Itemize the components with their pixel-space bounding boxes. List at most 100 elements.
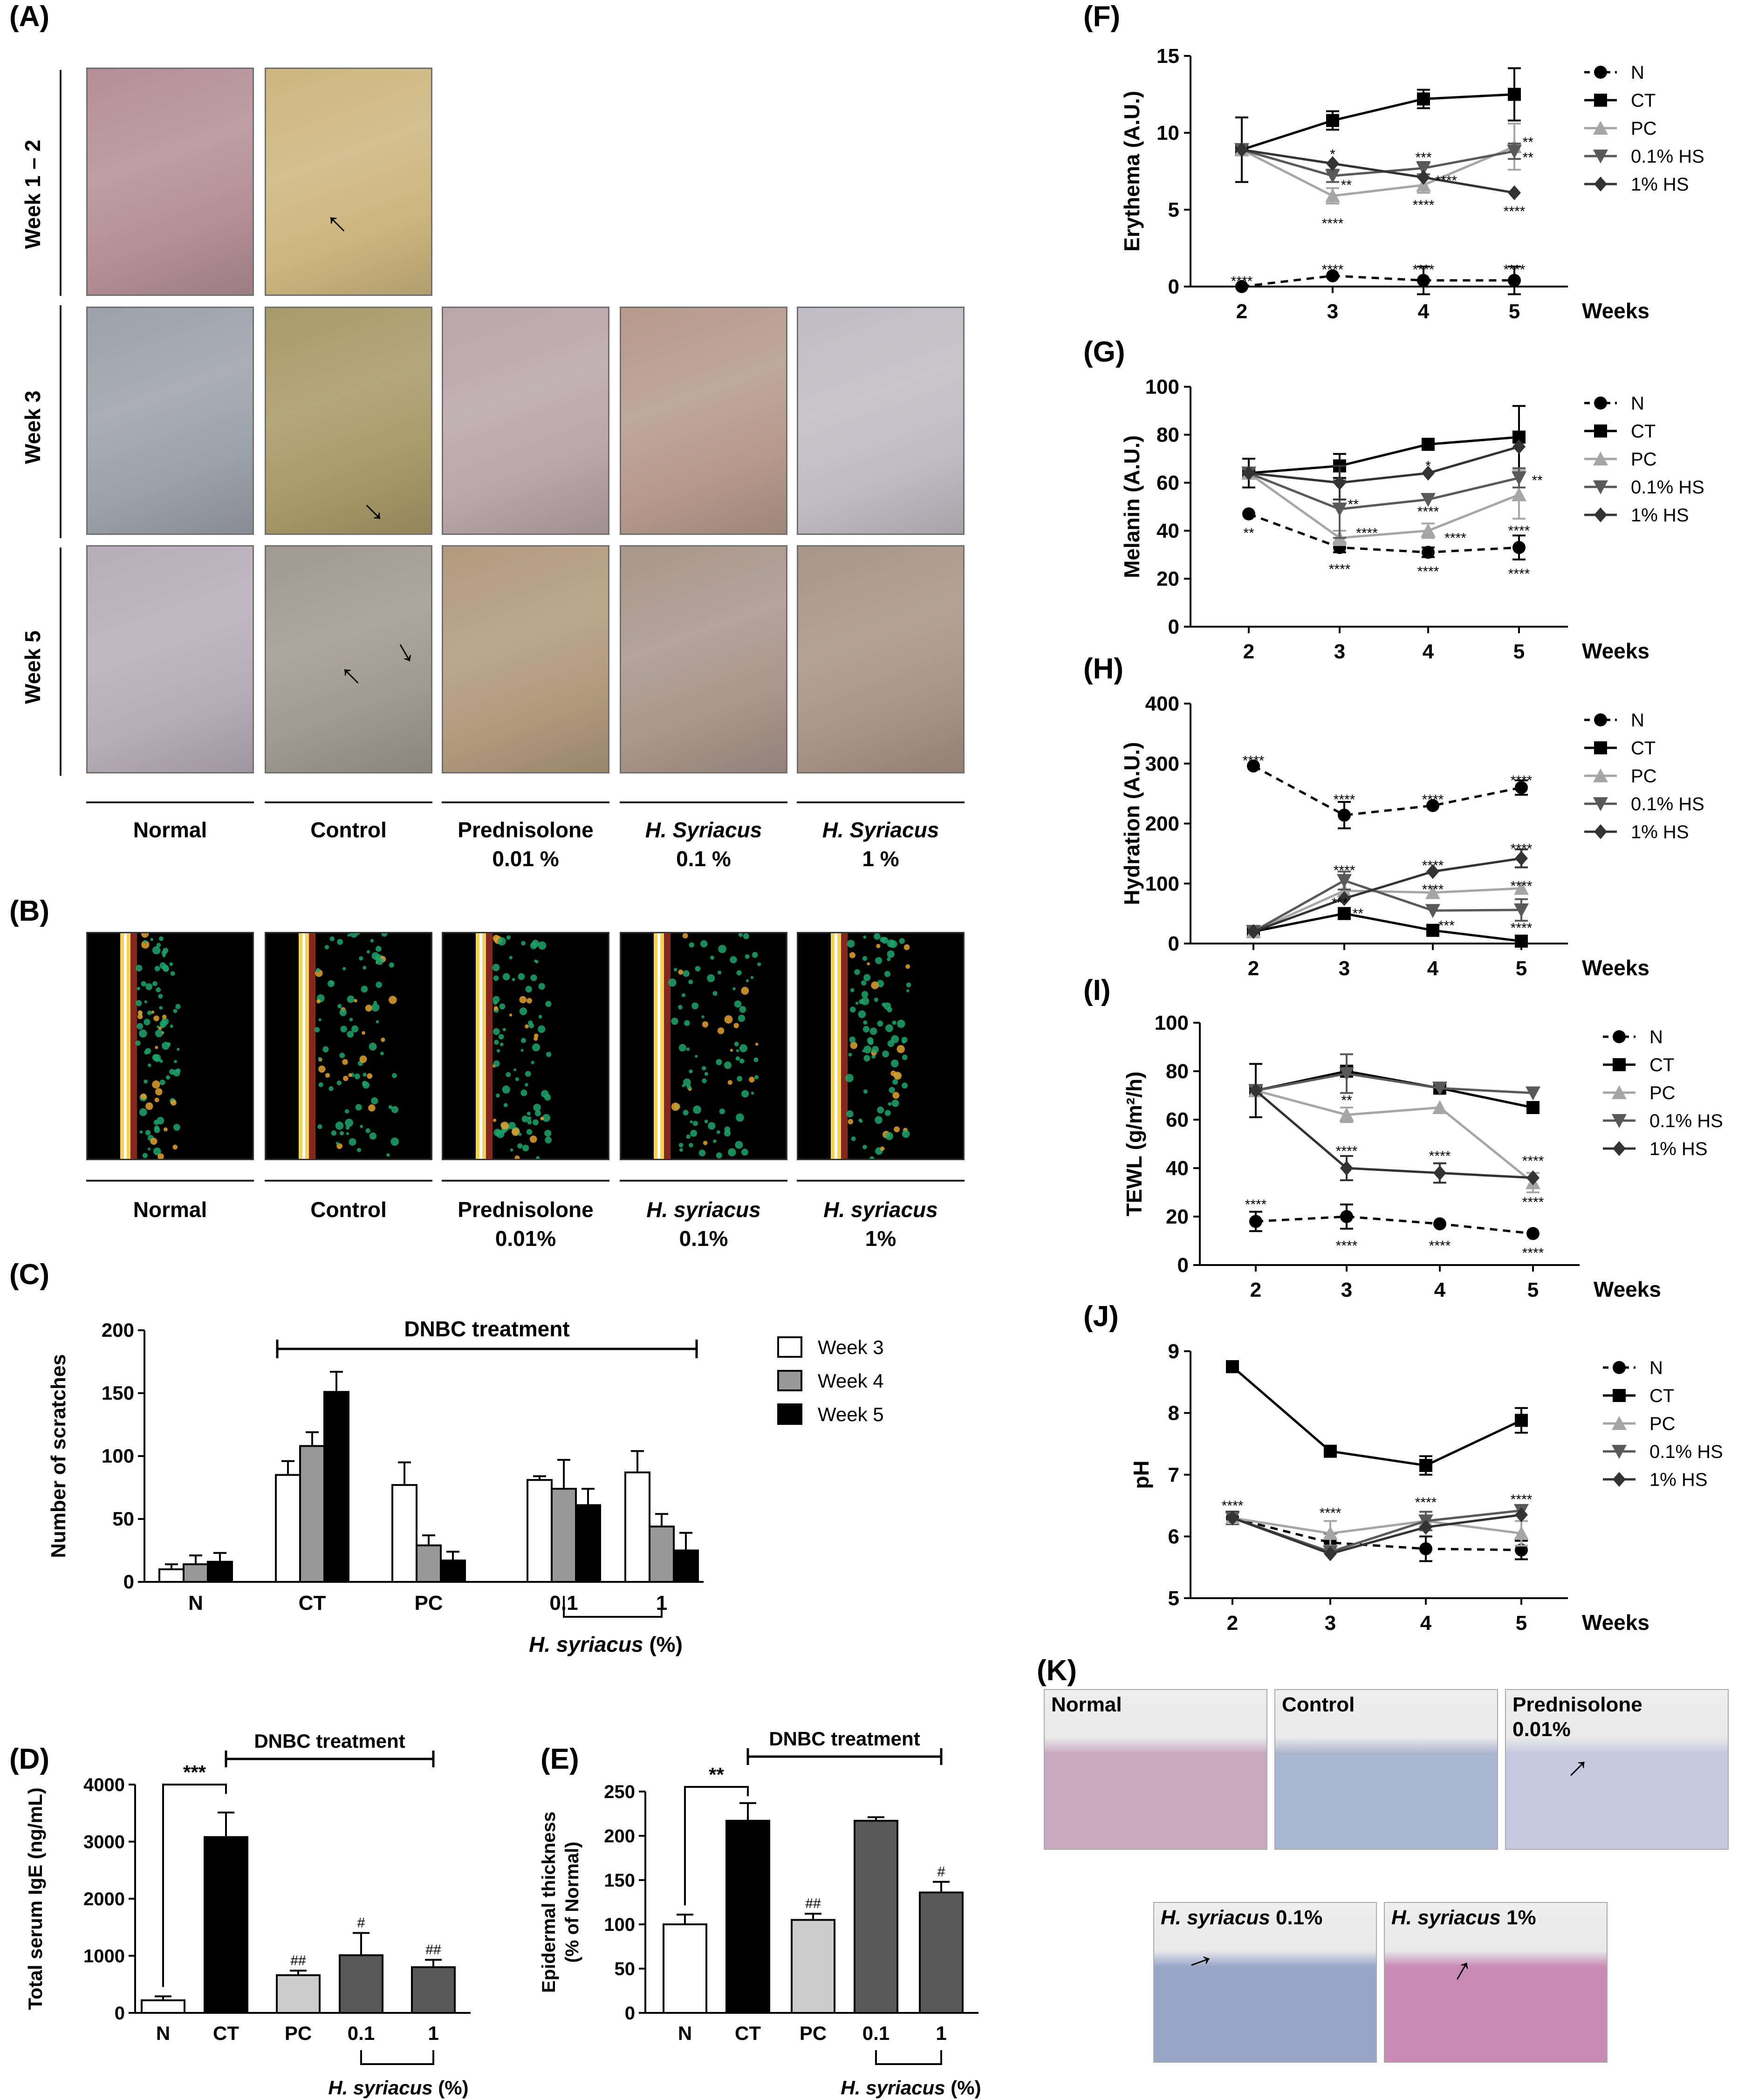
significance-stars: **** (1522, 1245, 1544, 1261)
series-line (1232, 1517, 1522, 1535)
treatment-caption: Control (310, 1197, 387, 1222)
y-tick-label: 100 (1145, 872, 1179, 895)
y-tick-label: 80 (1156, 424, 1179, 446)
significance-stars: **** (1417, 564, 1439, 580)
y-tick-label: 2000 (83, 1889, 125, 1909)
legend-marker (1593, 121, 1608, 135)
significance-stars: **** (1511, 878, 1533, 894)
week-divider (60, 305, 62, 538)
legend-label: 1% HS (1631, 505, 1689, 526)
significance-stars: ** (1532, 473, 1543, 488)
bar (158, 1568, 185, 1583)
data-point (1419, 1542, 1432, 1555)
legend-label: 0.1% HS (1631, 477, 1704, 498)
treatment-label: DNBC treatment (404, 1317, 569, 1341)
significance-stars: **** (1444, 530, 1466, 546)
legend-label: 1% HS (1631, 822, 1689, 842)
x-axis-title: Weeks (1582, 956, 1649, 980)
legend-label: N (1631, 393, 1644, 414)
significance-stars: **** (1422, 882, 1444, 897)
data-point (1515, 1414, 1528, 1427)
category-label: 0.1 (862, 2022, 890, 2044)
significance-stars: **** (1336, 1238, 1358, 1253)
data-point (1417, 170, 1430, 185)
y-axis-title: Hydration (A.U.) (1120, 742, 1144, 905)
data-point (1339, 1067, 1354, 1081)
bar (204, 1836, 248, 2014)
caption-rule (797, 1180, 965, 1182)
data-point (1325, 188, 1340, 203)
treatment-caption: Normal (133, 818, 207, 842)
bar (416, 1544, 442, 1583)
skin-photo (442, 307, 609, 535)
x-tick-label: 5 (1509, 300, 1520, 323)
significance-stars: **** (1511, 1492, 1533, 1507)
legend-label: PC (1649, 1414, 1676, 1434)
series-line (1253, 912, 1522, 943)
series-line (1255, 1072, 1533, 1094)
treatment-caption: H. Syriacus 1 % (822, 818, 939, 871)
legend-marker (1594, 741, 1607, 754)
category-label: N (678, 2022, 692, 2044)
category-label: PC (800, 2022, 827, 2044)
significance-stars: **** (1429, 1238, 1451, 1253)
legend-marker (1593, 768, 1608, 782)
y-tick-label: 60 (1166, 1108, 1189, 1131)
series-line (1241, 145, 1515, 197)
legend-label: PC (1649, 1083, 1676, 1103)
y-tick-label: 60 (1156, 472, 1179, 494)
y-tick-label: 7 (1168, 1464, 1179, 1486)
panel-label-j: (J) (1083, 1300, 1119, 1333)
y-tick-label: 0 (1177, 1254, 1189, 1277)
significance-mark: ## (805, 1896, 821, 1911)
scan-texture (299, 933, 399, 1159)
y-tick-label: 3000 (83, 1832, 125, 1853)
x-tick-label: 3 (1325, 1612, 1336, 1635)
skin-photo (86, 68, 254, 296)
significance-stars: **** (1422, 858, 1444, 874)
legend-label: CT (1649, 1386, 1674, 1406)
treatment-caption: Prednisolone 0.01 % (458, 818, 594, 871)
data-point (1515, 934, 1528, 948)
data-point (1340, 1161, 1353, 1176)
bar (411, 1966, 456, 2014)
significance-stars: *** (183, 1761, 206, 1783)
caption-rule (265, 1180, 432, 1182)
panel-label-f: (F) (1083, 0, 1121, 33)
data-point (1526, 1170, 1540, 1185)
y-tick-label: 20 (1156, 568, 1179, 590)
legend-marker (1613, 1472, 1626, 1487)
data-point (1235, 280, 1248, 293)
y-axis-title: Number of scratches (47, 1354, 70, 1558)
data-point (1417, 92, 1430, 106)
x-axis-title: Weeks (1582, 639, 1649, 663)
group-bracket (360, 2050, 434, 2065)
skin-photo (86, 307, 254, 535)
significance-stars: **** (1336, 1144, 1358, 1159)
treatment-caption: Control (310, 818, 387, 842)
caption-rule (442, 801, 609, 803)
data-point (1514, 881, 1529, 895)
series-line (1248, 472, 1519, 511)
data-point (1433, 1165, 1446, 1181)
panel-label-d: (D) (9, 1743, 50, 1775)
panel-label-h: (H) (1083, 653, 1124, 685)
y-tick-label: 4000 (83, 1775, 125, 1795)
bar (575, 1504, 601, 1583)
bar (207, 1560, 233, 1583)
caption-rule (620, 1180, 787, 1182)
series-line (1255, 1070, 1533, 1109)
legend-marker (1594, 177, 1607, 192)
significance-stars: * (1425, 458, 1431, 474)
histology-image: H. syriacus 0.1% → (1153, 1902, 1377, 2063)
significance-stars: *** (1415, 150, 1431, 165)
legend-marker (1594, 94, 1607, 107)
x-tick-label: 2 (1236, 300, 1247, 323)
legend-marker (1594, 424, 1607, 438)
y-axis-title: TEWL (g/m²/h) (1122, 1072, 1146, 1217)
x-axis-title: Weeks (1594, 1277, 1661, 1301)
data-point (1515, 781, 1528, 794)
series-line (1252, 765, 1522, 817)
significance-mark: ## (425, 1942, 441, 1957)
